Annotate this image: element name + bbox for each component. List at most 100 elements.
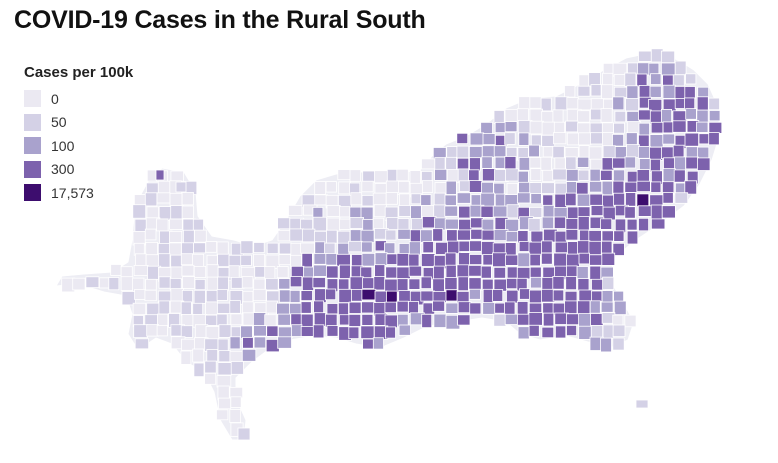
county <box>433 313 447 328</box>
county <box>564 85 576 98</box>
county <box>600 218 613 230</box>
county <box>602 145 616 160</box>
county <box>517 313 530 326</box>
county <box>326 265 339 279</box>
county <box>384 326 396 339</box>
county <box>218 324 232 338</box>
county <box>590 84 602 97</box>
county <box>170 170 184 182</box>
county <box>194 278 206 291</box>
county <box>613 192 626 206</box>
county <box>144 192 158 207</box>
county <box>612 242 625 256</box>
county <box>398 324 411 336</box>
county <box>289 228 305 242</box>
county <box>158 300 170 315</box>
county <box>134 218 147 232</box>
county <box>578 145 590 159</box>
county <box>155 169 165 181</box>
county <box>565 192 577 207</box>
county <box>506 182 518 196</box>
county <box>577 278 590 292</box>
county <box>481 229 496 241</box>
county <box>517 326 530 340</box>
county <box>482 302 497 315</box>
county <box>433 192 446 207</box>
county <box>577 300 591 316</box>
county <box>638 50 652 62</box>
county <box>638 122 650 136</box>
county <box>661 62 676 76</box>
county <box>578 252 591 265</box>
county <box>361 252 376 267</box>
county <box>613 122 625 134</box>
county <box>291 324 303 337</box>
county <box>673 169 686 183</box>
county <box>589 265 602 280</box>
county <box>444 205 458 217</box>
county <box>518 132 530 146</box>
county <box>300 313 314 329</box>
county <box>566 313 581 326</box>
county <box>504 301 516 316</box>
legend-item: 50 <box>24 111 133 135</box>
county-layer <box>61 48 723 441</box>
county <box>672 120 687 133</box>
legend-label: 17,573 <box>51 184 94 201</box>
county <box>650 181 662 193</box>
county <box>421 216 437 229</box>
county <box>696 121 709 133</box>
county <box>708 121 723 134</box>
county <box>276 266 289 279</box>
county <box>384 278 398 293</box>
county <box>253 242 265 254</box>
county <box>577 156 590 168</box>
county <box>528 312 543 326</box>
county <box>216 409 229 421</box>
county <box>313 253 328 265</box>
county <box>566 168 581 182</box>
county <box>626 85 639 100</box>
county <box>661 146 676 159</box>
county <box>636 193 650 207</box>
county <box>649 146 664 161</box>
county <box>626 111 640 123</box>
county <box>240 254 252 266</box>
county <box>601 180 613 196</box>
county <box>312 216 327 232</box>
county <box>626 144 640 159</box>
county <box>481 156 493 169</box>
county <box>612 133 625 147</box>
county <box>349 229 362 242</box>
county <box>469 302 482 315</box>
county <box>445 289 458 302</box>
county <box>565 228 579 241</box>
county <box>577 85 591 97</box>
county <box>120 276 134 291</box>
county <box>396 300 409 313</box>
county <box>408 241 421 256</box>
county <box>552 289 565 302</box>
county <box>134 253 147 266</box>
county <box>397 228 412 240</box>
county <box>237 427 251 441</box>
county <box>204 360 217 374</box>
county <box>578 313 592 327</box>
county <box>708 132 720 146</box>
county <box>408 253 420 268</box>
county <box>553 252 569 268</box>
county <box>156 324 168 337</box>
legend-item: 17,573 <box>24 181 133 205</box>
county <box>589 254 604 266</box>
county <box>445 264 457 279</box>
county <box>181 205 194 219</box>
county <box>252 288 267 302</box>
county <box>504 121 518 133</box>
county <box>589 180 603 193</box>
legend-swatch <box>24 184 41 202</box>
county <box>72 277 86 291</box>
county <box>180 253 194 266</box>
county <box>373 276 386 291</box>
county <box>661 50 676 64</box>
county <box>529 266 542 280</box>
